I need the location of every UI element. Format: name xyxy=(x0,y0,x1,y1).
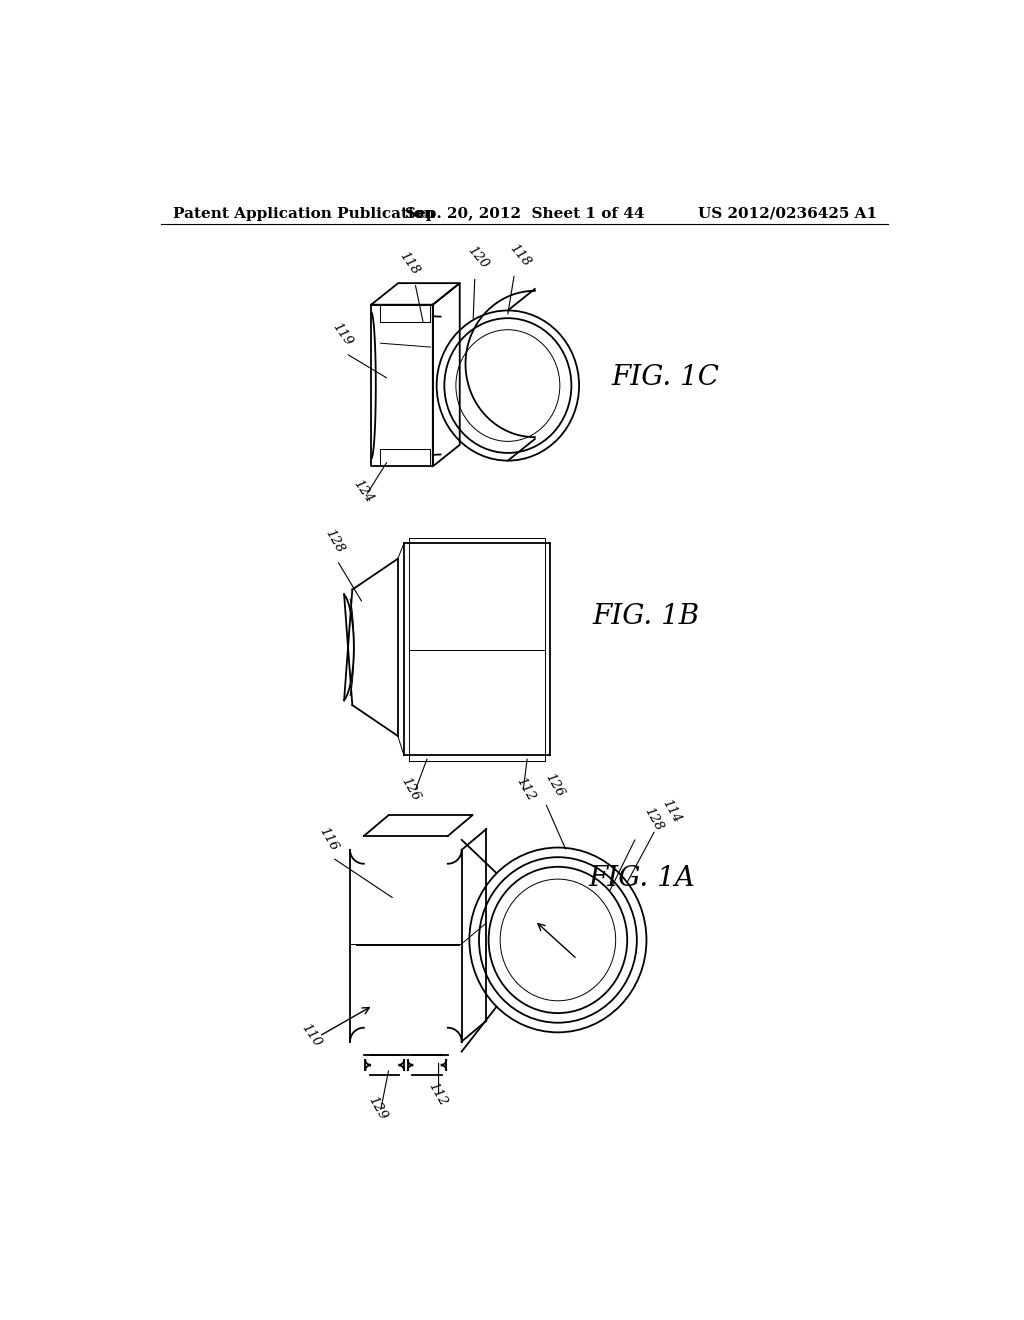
Text: 116: 116 xyxy=(316,825,340,853)
Text: 114: 114 xyxy=(659,797,683,825)
Text: FIG. 1B: FIG. 1B xyxy=(593,603,699,630)
Text: 126: 126 xyxy=(543,771,566,799)
Text: 112: 112 xyxy=(514,775,538,803)
Text: 119: 119 xyxy=(330,321,354,348)
Text: Patent Application Publication: Patent Application Publication xyxy=(173,207,435,220)
Text: Sep. 20, 2012  Sheet 1 of 44: Sep. 20, 2012 Sheet 1 of 44 xyxy=(406,207,644,220)
Text: 118: 118 xyxy=(507,242,534,269)
Text: 112: 112 xyxy=(425,1080,449,1109)
Text: FIG. 1C: FIG. 1C xyxy=(611,364,720,391)
Text: 110: 110 xyxy=(299,1022,324,1049)
Text: 128: 128 xyxy=(641,805,665,833)
Text: US 2012/0236425 A1: US 2012/0236425 A1 xyxy=(698,207,878,220)
Text: 129: 129 xyxy=(366,1094,390,1122)
Text: 126: 126 xyxy=(399,775,423,803)
Text: 120: 120 xyxy=(465,244,490,272)
Text: 128: 128 xyxy=(323,528,346,556)
Text: 118: 118 xyxy=(396,249,422,277)
Text: FIG. 1A: FIG. 1A xyxy=(589,865,695,892)
Text: 124: 124 xyxy=(351,478,376,506)
